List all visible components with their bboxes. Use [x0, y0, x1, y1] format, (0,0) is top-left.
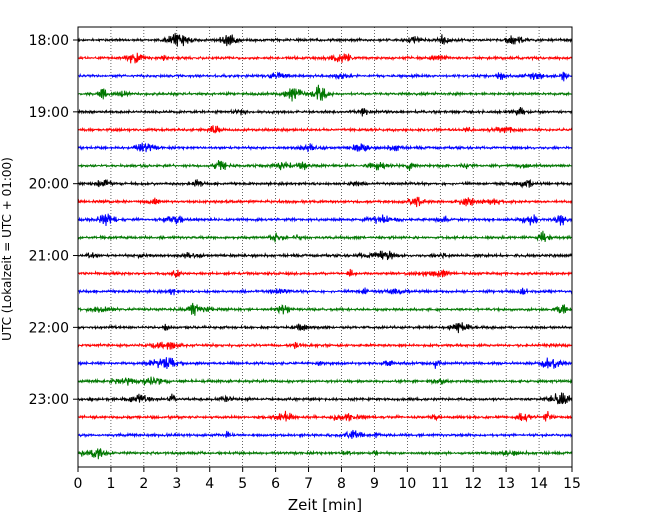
seismogram-trace [77, 196, 573, 208]
seismogram-trace [77, 84, 573, 102]
seismogram-trace [77, 268, 573, 278]
seismogram-trace [77, 392, 573, 405]
seismogram-trace [77, 52, 573, 64]
x-tick-label: 9 [370, 476, 379, 492]
seismogram-trace [77, 429, 573, 440]
grid-lines [110, 27, 540, 467]
seismogram-traces [77, 32, 573, 460]
seismogram-trace [77, 179, 573, 189]
y-tick-label: 19:00 [29, 105, 69, 121]
x-tick-label: 7 [304, 476, 313, 492]
seismogram-trace [77, 341, 573, 350]
y-tick-label: 23:00 [29, 392, 69, 408]
y-tick-label: 18:00 [29, 33, 69, 49]
x-tick-label: 10 [398, 476, 416, 492]
seismogram-trace [77, 213, 573, 227]
seismogram-trace [77, 142, 573, 153]
x-tick-label: 0 [74, 476, 83, 492]
y-axis-label: UTC (Lokalzeit = UTC + 01:00) [0, 157, 14, 341]
seismogram-trace [77, 250, 573, 261]
seismogram-trace [77, 448, 573, 460]
y-axis-ticks: 18:00 19:00 20:00 21:00 22:00 23:00 [29, 33, 78, 408]
x-tick-label: 6 [271, 476, 280, 492]
x-axis-ticks: 0 1 2 3 4 5 6 7 8 9 10 11 12 13 14 15 [74, 467, 581, 492]
seismogram-trace [77, 287, 573, 296]
y-tick-label: 21:00 [29, 249, 69, 265]
x-tick-label: 4 [205, 476, 214, 492]
seismogram-trace [77, 376, 573, 386]
x-tick-label: 15 [563, 476, 581, 492]
seismogram-trace [77, 357, 573, 370]
x-tick-label: 13 [497, 476, 515, 492]
seismogram-trace [77, 71, 573, 82]
x-axis-label: Zeit [min] [288, 496, 362, 514]
seismogram-trace [77, 160, 573, 172]
seismogram-trace [77, 230, 573, 243]
x-tick-label: 5 [238, 476, 247, 492]
seismogram-trace [77, 125, 573, 134]
y-tick-label: 22:00 [29, 320, 69, 336]
x-tick-label: 12 [464, 476, 482, 492]
seismogram-trace [77, 32, 573, 47]
x-tick-label: 11 [431, 476, 449, 492]
x-tick-label: 3 [172, 476, 181, 492]
x-tick-label: 14 [530, 476, 548, 492]
seismogram-trace [77, 302, 573, 316]
seismogram-trace [77, 322, 573, 334]
y-tick-label: 20:00 [29, 177, 69, 193]
seismogram-trace [77, 410, 573, 423]
seismogram-trace [77, 107, 573, 117]
plot-frame [77, 26, 573, 468]
x-tick-label: 8 [337, 476, 346, 492]
x-tick-label: 2 [139, 476, 148, 492]
x-tick-label: 1 [106, 476, 115, 492]
